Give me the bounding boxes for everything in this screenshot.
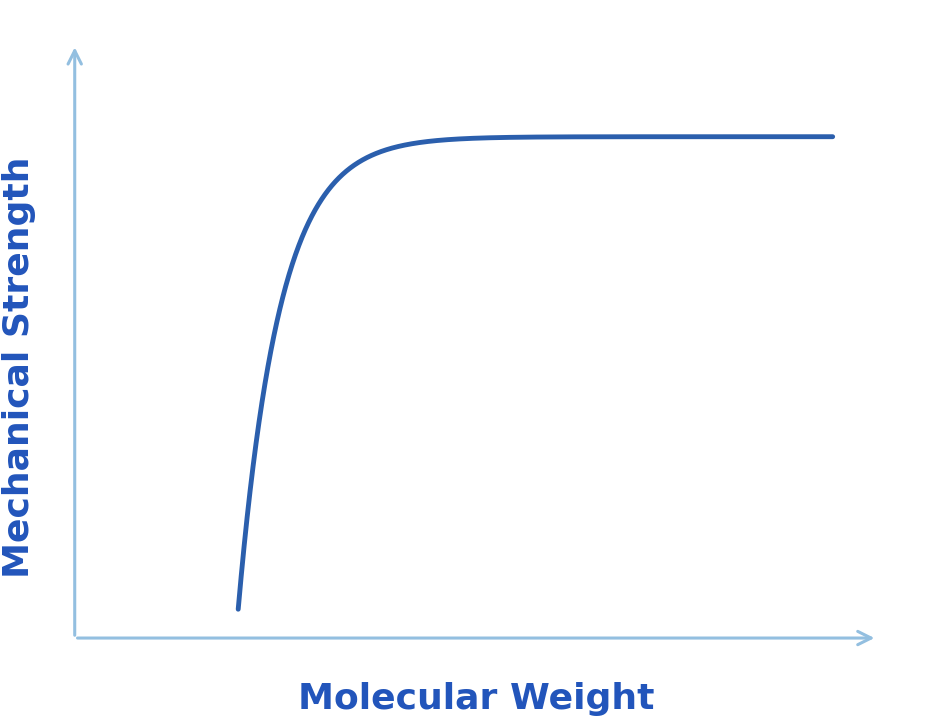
Text: Molecular Weight: Molecular Weight	[298, 682, 655, 716]
Text: Mechanical Strength: Mechanical Strength	[2, 156, 36, 578]
